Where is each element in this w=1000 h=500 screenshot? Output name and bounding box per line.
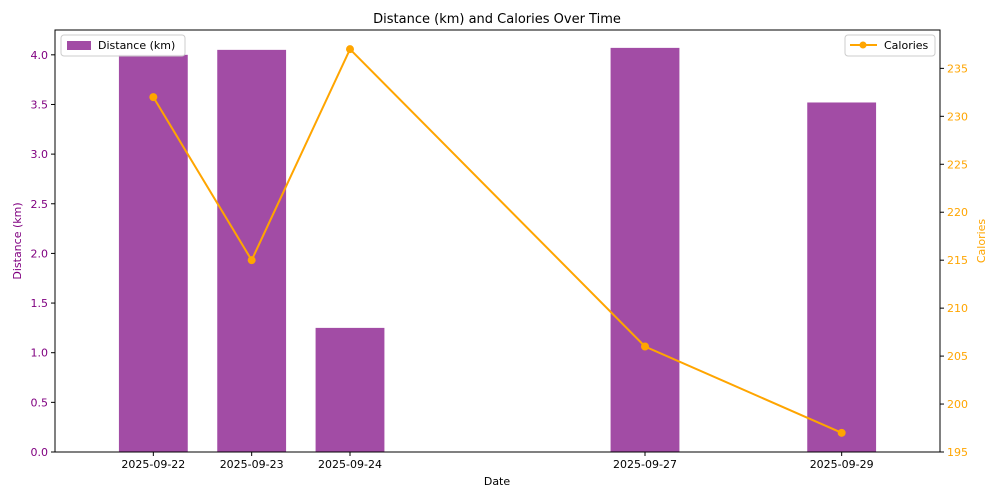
right-tick-label: 205: [947, 350, 968, 363]
calories-point-2025-09-27: [641, 342, 649, 351]
right-tick-label: 220: [947, 206, 968, 219]
legend-calories-label: Calories: [884, 39, 929, 52]
calories-point-2025-09-23: [247, 256, 256, 265]
left-tick-label: 3.0: [31, 148, 49, 161]
right-tick-label: 225: [947, 158, 968, 171]
left-tick-label: 1.5: [31, 297, 49, 310]
right-tick-label: 210: [947, 302, 968, 315]
legend-distance-frame: [60, 34, 186, 57]
left-tick-label: 0.0: [31, 446, 49, 459]
chart-title: Distance (km) and Calories Over Time: [373, 12, 621, 27]
x-axis-label: Date: [484, 475, 511, 488]
left-tick-label: 3.5: [31, 98, 49, 111]
left-tick-label: 2.0: [31, 247, 49, 260]
right-y-axis-label: Calories: [975, 219, 988, 264]
x-axis: 2025-09-22 2025-09-23 2025-09-24 2025-09-27…: [121, 452, 874, 471]
left-tick-label: 0.5: [31, 396, 49, 409]
bar-2025-09-23: [217, 49, 287, 452]
right-tick-label: 235: [947, 62, 968, 75]
left-y-axis-label: Distance (km): [11, 202, 24, 279]
left-y-axis: 0.0 0.5 1.0 1.5 2.0 2.5 3.0 3.5 4.0: [31, 49, 55, 459]
calories-point-2025-09-24: [346, 45, 354, 54]
plot-frame: [54, 29, 941, 453]
bar-2025-09-22: [118, 54, 188, 453]
right-tick-label: 215: [947, 254, 968, 267]
x-tick-label: 2025-09-23: [220, 458, 284, 471]
legend-distance-label: Distance (km): [98, 39, 175, 52]
left-tick-label: 2.5: [31, 198, 49, 211]
line-series-calories: [149, 45, 846, 437]
right-tick-label: 200: [947, 398, 968, 411]
x-tick-label: 2025-09-29: [810, 458, 874, 471]
right-tick-label: 230: [947, 110, 968, 123]
calories-point-2025-09-29: [837, 428, 846, 437]
x-tick-label: 2025-09-24: [318, 458, 382, 471]
x-tick-label: 2025-09-27: [613, 458, 677, 471]
bar-2025-09-27: [610, 47, 680, 453]
legend-calories-swatch-marker: [859, 41, 867, 49]
legend-distance: Distance (km): [60, 34, 186, 57]
right-tick-label: 195: [947, 446, 968, 459]
legend-calories-frame: [844, 34, 936, 57]
left-tick-label: 1.0: [31, 347, 49, 360]
bar-series-distance: [118, 47, 877, 453]
bar-2025-09-29: [807, 102, 877, 452]
left-tick-label: 4.0: [31, 49, 49, 62]
bar-2025-09-24: [315, 327, 385, 452]
legend-calories: Calories: [844, 34, 936, 57]
calories-point-2025-09-22: [149, 93, 158, 102]
x-tick-label: 2025-09-22: [121, 458, 185, 471]
legend-distance-swatch: [67, 41, 91, 50]
right-y-axis: 195 200 205 210 215 220 225 230 235: [940, 62, 968, 459]
